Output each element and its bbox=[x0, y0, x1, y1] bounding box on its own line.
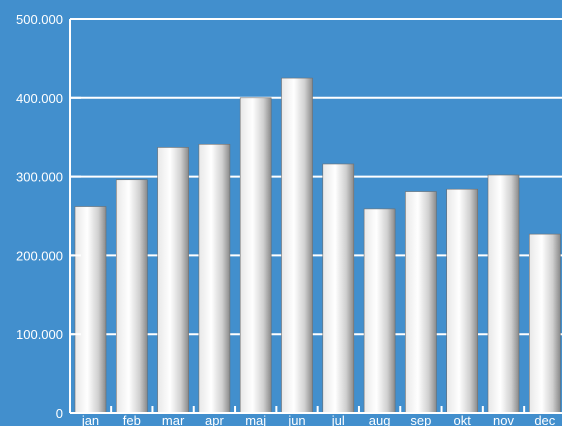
bar-feb bbox=[116, 179, 148, 414]
x-tick-label: apr bbox=[205, 413, 224, 426]
x-tick-label: maj bbox=[245, 413, 266, 426]
y-tick-label: 200.000 bbox=[16, 248, 63, 263]
bar-mar bbox=[157, 147, 189, 414]
x-tick-label: mar bbox=[162, 413, 185, 426]
axes bbox=[69, 18, 562, 414]
x-tick-label: okt bbox=[454, 413, 472, 426]
gridlines bbox=[70, 18, 562, 336]
x-tick-label: sep bbox=[410, 413, 431, 426]
bar-dec bbox=[528, 233, 561, 414]
y-tick-label: 400.000 bbox=[16, 91, 63, 106]
bar-aug bbox=[363, 208, 396, 414]
x-tick-label: jan bbox=[81, 413, 99, 426]
bar-jun bbox=[281, 77, 313, 414]
x-tick-label: jun bbox=[287, 413, 305, 426]
bar-apr bbox=[198, 143, 231, 414]
bar-okt bbox=[446, 188, 479, 414]
x-tick-label: aug bbox=[369, 413, 391, 426]
bar-maj bbox=[239, 97, 272, 414]
x-tick-label: jul bbox=[331, 413, 345, 426]
x-tick-labels: jan feb mar apr maj jun jul aug sep okt nov dec bbox=[81, 413, 556, 426]
y-tick-labels: 0 100.000 200.000 300.000 400.000 500.000 bbox=[16, 12, 63, 421]
x-tick-label: nov bbox=[493, 413, 514, 426]
y-tick-label: 300.000 bbox=[16, 170, 63, 185]
x-tick-label: feb bbox=[123, 413, 141, 426]
bar-jan bbox=[74, 206, 107, 414]
x-tick-label: dec bbox=[534, 413, 555, 426]
bar-jul bbox=[322, 163, 355, 414]
bar-nov bbox=[487, 174, 520, 414]
y-tick-label: 500.000 bbox=[16, 12, 63, 27]
y-tick-label: 0 bbox=[56, 406, 63, 421]
bars bbox=[74, 77, 561, 414]
bar-sep bbox=[405, 191, 437, 414]
y-tick-label: 100.000 bbox=[16, 327, 63, 342]
